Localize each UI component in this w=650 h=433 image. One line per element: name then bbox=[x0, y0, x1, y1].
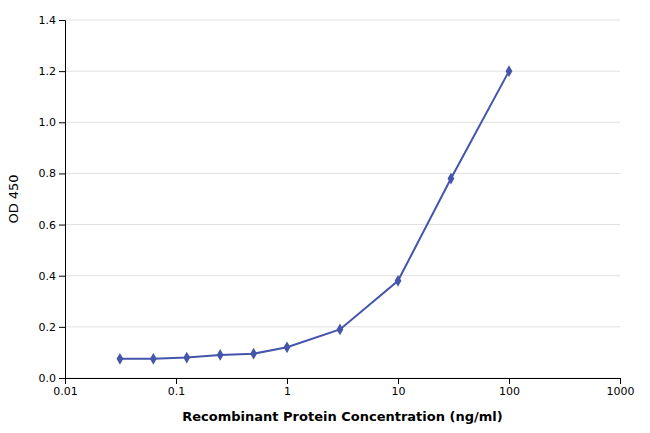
tick: 0.01 bbox=[53, 378, 78, 398]
tick-label: 0.6 bbox=[39, 219, 57, 232]
tick-label: 1.4 bbox=[39, 14, 57, 27]
point bbox=[284, 341, 291, 353]
point bbox=[448, 173, 455, 185]
grid-line bbox=[65, 275, 620, 276]
axis-line bbox=[59, 21, 66, 379]
point bbox=[150, 353, 157, 365]
tick-mark bbox=[176, 378, 177, 384]
tick-mark bbox=[620, 378, 621, 384]
tick-label: 0.0 bbox=[39, 372, 57, 385]
tick: 0.6 bbox=[39, 219, 66, 232]
grid-line bbox=[65, 224, 620, 225]
tick-mark bbox=[59, 173, 65, 174]
tick: 10 bbox=[392, 378, 406, 398]
tick: 1.0 bbox=[39, 116, 66, 129]
tick: 0.0 bbox=[39, 372, 66, 385]
x-axis: 0.01 0.1 1 10 100 1000 bbox=[53, 378, 634, 398]
tick-mark bbox=[59, 225, 65, 226]
tick-label: 0.8 bbox=[39, 167, 57, 180]
tick-mark bbox=[59, 20, 65, 21]
tick-label: 10 bbox=[392, 385, 406, 398]
tick-label: 1 bbox=[284, 385, 291, 398]
grid-line bbox=[65, 122, 620, 123]
point bbox=[217, 349, 224, 361]
y-axis-title: OD 450 bbox=[6, 174, 21, 223]
grid-line bbox=[65, 173, 620, 174]
point bbox=[395, 275, 402, 287]
tick: 1000 bbox=[607, 378, 635, 398]
tick-label: 1.0 bbox=[39, 116, 57, 129]
tick: 1 bbox=[284, 378, 291, 398]
point bbox=[337, 324, 344, 336]
point bbox=[506, 65, 513, 77]
point bbox=[250, 348, 257, 360]
tick-label: 1000 bbox=[607, 385, 635, 398]
tick: 1.4 bbox=[39, 14, 66, 27]
grid bbox=[65, 20, 620, 378]
tick-label: 0.01 bbox=[53, 385, 78, 398]
tick: 100 bbox=[499, 378, 520, 398]
plot-area: 0.01 0.1 1 10 100 1000 0.0 0.2 0.4 0.6 0.8 1.0 1.2 1.… bbox=[39, 14, 635, 398]
point bbox=[117, 353, 124, 365]
axis-line bbox=[66, 379, 621, 385]
chart: 0.01 0.1 1 10 100 1000 0.0 0.2 0.4 0.6 0.8 1.0 1.2 1.… bbox=[0, 0, 650, 433]
tick-mark bbox=[59, 71, 65, 72]
tick: 0.1 bbox=[168, 378, 186, 398]
tick-label: 1.2 bbox=[39, 65, 57, 78]
tick: 0.2 bbox=[39, 321, 66, 334]
tick-label: 0.2 bbox=[39, 321, 57, 334]
tick-label: 0.4 bbox=[39, 270, 57, 283]
point bbox=[183, 352, 190, 364]
tick-mark bbox=[287, 378, 288, 384]
tick: 0.8 bbox=[39, 167, 66, 180]
tick-label: 0.1 bbox=[168, 385, 186, 398]
grid-line bbox=[65, 20, 620, 21]
grid-line bbox=[65, 71, 620, 72]
tick-mark bbox=[59, 122, 65, 123]
x-axis-title: Recombinant Protein Concentration (ng/ml… bbox=[182, 409, 502, 424]
tick-mark bbox=[509, 378, 510, 384]
tick: 1.2 bbox=[39, 65, 66, 78]
tick-label: 100 bbox=[499, 385, 520, 398]
line bbox=[120, 71, 509, 359]
tick-mark bbox=[59, 327, 65, 328]
series bbox=[117, 65, 513, 364]
y-axis: 0.0 0.2 0.4 0.6 0.8 1.0 1.2 1.4 bbox=[39, 14, 66, 385]
tick: 0.4 bbox=[39, 270, 66, 283]
tick-mark bbox=[398, 378, 399, 384]
tick-mark bbox=[59, 378, 65, 379]
tick-mark bbox=[59, 276, 65, 277]
